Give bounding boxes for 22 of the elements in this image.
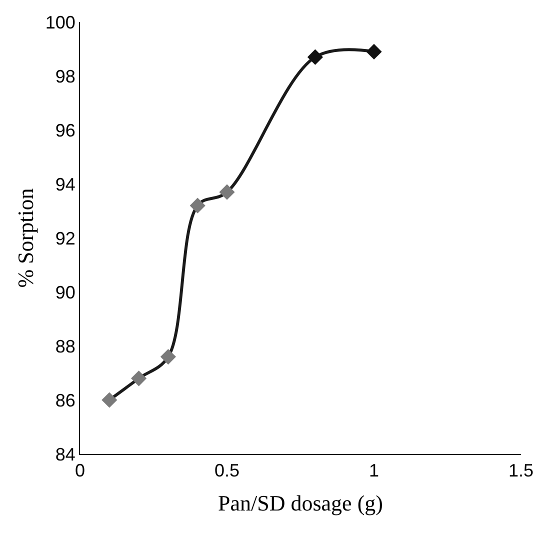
point <box>366 44 382 60</box>
x-tick-label: 1.5 <box>508 460 534 481</box>
y-tick-label: 88 <box>55 336 76 356</box>
y-tick-label: 100 <box>45 12 76 32</box>
x-tick-label: 1 <box>368 460 380 481</box>
y-tick-label: 86 <box>55 390 76 410</box>
point <box>190 198 206 214</box>
y-tick-label: 84 <box>55 444 76 464</box>
point <box>160 349 176 365</box>
x-axis-title: Pan/SD dosage (g) <box>218 490 383 516</box>
point <box>307 49 323 65</box>
y-axis-title: % Sorption <box>13 188 38 288</box>
point <box>102 392 118 408</box>
point <box>219 184 235 200</box>
point <box>131 370 147 386</box>
y-tick-label: 94 <box>55 174 76 194</box>
y-tick-label: 98 <box>55 66 76 86</box>
x-tick-label: 0.5 <box>214 460 240 481</box>
y-tick-label: 90 <box>55 282 76 302</box>
x-tick-label: 0 <box>74 460 86 481</box>
y-tick-label: 96 <box>55 120 76 140</box>
y-tick-label: 92 <box>55 228 76 248</box>
